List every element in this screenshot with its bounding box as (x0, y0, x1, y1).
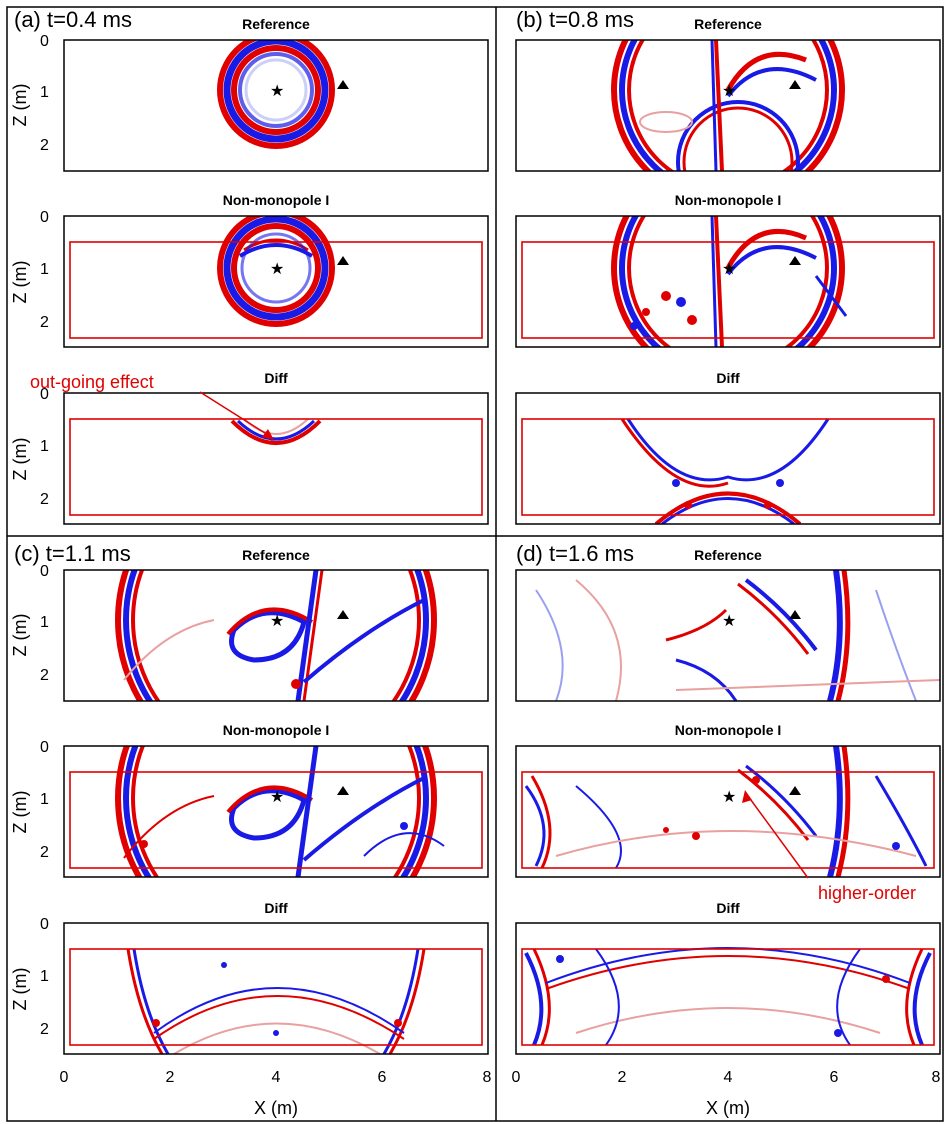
svg-text:1: 1 (40, 968, 49, 985)
title-diff-d: Diff (716, 900, 740, 916)
svg-text:2: 2 (40, 1021, 49, 1038)
svg-text:0: 0 (40, 209, 49, 226)
z-axis-label: Z (m) (10, 791, 30, 834)
svg-text:8: 8 (932, 1069, 941, 1086)
receiver-triangle-icon (789, 80, 801, 89)
annotation-out-going: out-going effect (30, 372, 274, 440)
svg-text:1: 1 (40, 261, 49, 278)
wavefield-c-reference (63, 569, 489, 702)
source-star-icon: ★ (270, 261, 284, 278)
annotation-out-going-text: out-going effect (30, 372, 154, 392)
svg-text:0: 0 (512, 1069, 521, 1086)
svg-text:2: 2 (40, 137, 49, 154)
source-star-icon: ★ (270, 83, 284, 100)
svg-text:2: 2 (166, 1069, 175, 1086)
receiver-triangle-icon (789, 786, 801, 795)
svg-text:0: 0 (40, 916, 49, 933)
title-diff-c: Diff (264, 900, 288, 916)
z-axis-label: Z (m) (10, 968, 30, 1011)
title-nonmonopole-d: Non-monopole I (675, 722, 782, 738)
svg-text:0: 0 (40, 386, 49, 403)
svg-text:1: 1 (40, 614, 49, 631)
x-axis-label-left: X (m) (254, 1098, 298, 1118)
z-axis-label: Z (m) (10, 438, 30, 481)
z-axis-labels: Z (m) Z (m) Z (m) Z (m) Z (m) Z (m) (10, 84, 30, 1011)
title-diff-b: Diff (716, 370, 740, 386)
source-star-icon: ★ (722, 789, 736, 806)
svg-text:2: 2 (618, 1069, 627, 1086)
svg-text:2: 2 (40, 844, 49, 861)
annotation-higher-order-text: higher-order (818, 883, 916, 903)
svg-text:0: 0 (40, 563, 49, 580)
subplot-titles: Reference Non-monopole I Diff Reference … (223, 16, 782, 916)
svg-text:2: 2 (40, 667, 49, 684)
z-axis-label: Z (m) (10, 84, 30, 127)
source-star-icon: ★ (722, 613, 736, 630)
wavefield-b-nonmonopole (515, 215, 941, 348)
svg-text:0: 0 (40, 33, 49, 50)
wavefield-d-reference (515, 569, 941, 702)
svg-text:1: 1 (40, 438, 49, 455)
svg-text:2: 2 (40, 314, 49, 331)
svg-text:1: 1 (40, 791, 49, 808)
z-axis-label: Z (m) (10, 261, 30, 304)
receiver-triangle-icon (337, 80, 349, 89)
title-nonmonopole-c: Non-monopole I (223, 722, 330, 738)
panel-label-b: (b) t=0.8 ms (516, 7, 634, 32)
arrowhead-icon (262, 429, 274, 440)
receiver-triangle-icon (337, 786, 349, 795)
panel-label-a: (a) t=0.4 ms (14, 7, 132, 32)
title-nonmonopole-b: Non-monopole I (675, 192, 782, 208)
svg-text:0: 0 (40, 739, 49, 756)
svg-text:4: 4 (724, 1069, 733, 1086)
svg-text:4: 4 (272, 1069, 281, 1086)
arrowhead-icon (742, 790, 752, 803)
source-star-icon: ★ (270, 789, 284, 806)
title-diff-a: Diff (264, 370, 288, 386)
title-reference-b: Reference (694, 16, 762, 32)
svg-text:6: 6 (378, 1069, 387, 1086)
figure-frame (6, 6, 944, 1122)
panel-label-d: (d) t=1.6 ms (516, 541, 634, 566)
wavefield-d-diff (515, 922, 941, 1055)
wavefield-d-nonmonopole (515, 745, 941, 878)
title-reference-d: Reference (694, 547, 762, 563)
z-axis-label: Z (m) (10, 614, 30, 657)
wavefield-c-nonmonopole (63, 745, 489, 878)
x-ticks-left: 0 2 4 6 8 (60, 1069, 492, 1086)
source-star-icon: ★ (722, 261, 736, 278)
receiver-triangle-icon (789, 610, 801, 619)
title-nonmonopole-a: Non-monopole I (223, 192, 330, 208)
svg-text:0: 0 (60, 1069, 69, 1086)
receiver-triangle-icon (789, 256, 801, 265)
wavefield-c-diff (63, 922, 489, 1055)
title-reference-c: Reference (242, 547, 310, 563)
markers: ★ ★ ★ ★ ★ ★ ★ ★ (270, 80, 801, 806)
source-star-icon: ★ (270, 613, 284, 630)
receiver-triangle-icon (337, 610, 349, 619)
svg-text:2: 2 (40, 491, 49, 508)
x-axis-label-right: X (m) (706, 1098, 750, 1118)
wavefield-a-reference (63, 39, 489, 172)
annotation-higher-order: higher-order (742, 790, 916, 903)
x-ticks-right: 0 2 4 6 8 (512, 1069, 941, 1086)
title-reference-a: Reference (242, 16, 310, 32)
wavefield-b-diff (515, 392, 941, 525)
svg-text:6: 6 (830, 1069, 839, 1086)
panel-label-c: (c) t=1.1 ms (14, 541, 131, 566)
receiver-triangle-icon (337, 256, 349, 265)
source-star-icon: ★ (722, 83, 736, 100)
wavefield-b-reference (515, 39, 941, 172)
svg-text:1: 1 (40, 84, 49, 101)
wavefield-a-nonmonopole (63, 215, 489, 348)
svg-text:8: 8 (483, 1069, 492, 1086)
wavefield-a-diff (63, 392, 489, 525)
z-ticks-left: 0 1 2 0 1 2 0 1 2 0 1 2 0 1 2 0 1 2 (40, 33, 49, 1038)
